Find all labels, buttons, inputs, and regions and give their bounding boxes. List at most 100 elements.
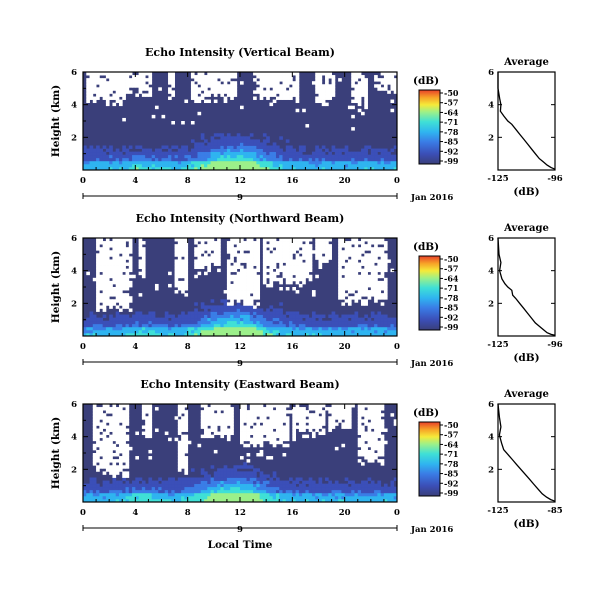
heatmap-cell	[253, 142, 257, 146]
heatmap-cell	[259, 495, 264, 500]
heatmap-cell	[374, 404, 378, 408]
heatmap-cell	[374, 277, 378, 282]
heatmap-cell	[269, 440, 274, 445]
heatmap-cell	[122, 437, 126, 442]
heatmap-cell	[210, 253, 215, 257]
heatmap-cell	[210, 332, 215, 337]
heatmap-cell	[361, 157, 365, 162]
heatmap-cell	[115, 471, 120, 475]
heatmap-cell	[96, 317, 100, 322]
heatmap-cell	[145, 404, 149, 408]
heatmap-cell	[298, 332, 303, 337]
heatmap-cell	[266, 96, 270, 100]
heatmap-cell	[92, 419, 97, 423]
heatmap-cell	[272, 160, 277, 165]
heatmap-cell	[92, 160, 97, 165]
heatmap-cell	[318, 163, 323, 168]
heatmap-cell	[272, 413, 277, 417]
heatmap-cell	[213, 87, 218, 91]
heatmap-cell	[302, 108, 306, 113]
heatmap-cell	[141, 271, 146, 276]
heatmap-cell	[357, 483, 362, 488]
heatmap-cell	[109, 416, 113, 420]
heatmap-cell	[184, 250, 189, 254]
heatmap-cell	[380, 492, 385, 497]
heatmap-cell	[259, 93, 264, 97]
heatmap-cell	[308, 407, 313, 411]
heatmap-cell	[200, 133, 205, 137]
heatmap-cell	[249, 305, 254, 309]
heatmap-cell	[289, 148, 293, 153]
heatmap-cell	[292, 84, 296, 88]
heatmap-cell	[282, 81, 287, 85]
heatmap-cell	[344, 317, 349, 322]
heatmap-cell	[275, 486, 280, 491]
heatmap-cell	[256, 75, 261, 79]
heatmap-cell	[308, 163, 313, 168]
heatmap-cell	[305, 326, 310, 331]
heatmap-cell	[171, 78, 175, 82]
heatmap-cell	[220, 305, 225, 309]
heatmap-cell	[338, 160, 342, 165]
heatmap-cell	[246, 277, 251, 282]
heatmap-cell	[217, 410, 221, 414]
heatmap-cell	[262, 320, 267, 325]
heatmap-cell	[354, 326, 359, 331]
heatmap-cell	[217, 329, 221, 334]
heatmap-cell	[181, 160, 185, 165]
heatmap-cell	[122, 72, 126, 76]
heatmap-cell	[226, 407, 231, 411]
heatmap-cell	[230, 238, 234, 242]
heatmap-cell	[351, 283, 355, 288]
heatmap-cell	[266, 311, 270, 315]
heatmap-cell	[141, 329, 146, 334]
heatmap-cell	[285, 422, 290, 426]
heatmap-cell	[181, 238, 185, 242]
heatmap-cell	[347, 416, 352, 420]
heatmap-cell	[171, 145, 175, 149]
heatmap-cell	[210, 326, 215, 331]
heatmap-cell	[266, 437, 270, 442]
heatmap-cell	[282, 407, 287, 411]
heatmap-cell	[275, 492, 280, 497]
heatmap-cell	[262, 262, 267, 266]
heatmap-cell	[393, 166, 398, 171]
heatmap-cell	[289, 253, 293, 257]
heatmap-cell	[295, 290, 300, 294]
heatmap-cell	[364, 81, 368, 85]
heatmap-cell	[125, 274, 130, 279]
heatmap-cell	[145, 422, 149, 426]
heatmap-cell	[99, 299, 104, 303]
heatmap-cell	[246, 151, 251, 156]
heatmap-cell	[230, 250, 234, 254]
heatmap-cell	[361, 154, 365, 159]
heatmap-cell	[204, 407, 208, 411]
heatmap-cell	[298, 241, 303, 245]
heatmap-cell	[344, 166, 349, 171]
heatmap-cell	[295, 160, 300, 165]
heatmap-cell	[285, 419, 290, 423]
heatmap-cell	[210, 465, 215, 469]
heatmap-cell	[266, 78, 270, 82]
heatmap-cell	[207, 329, 211, 334]
heatmap-cell	[364, 293, 368, 297]
heatmap-cell	[292, 87, 296, 91]
heatmap-cell	[338, 262, 342, 266]
heatmap-cell	[393, 489, 398, 494]
heatmap-cell	[141, 259, 146, 263]
heatmap-cell	[164, 495, 169, 500]
heatmap-cell	[122, 117, 126, 122]
heatmap-cell	[226, 78, 231, 82]
heatmap-cell	[302, 410, 306, 414]
heatmap-cell	[190, 96, 195, 100]
heatmap-cell	[194, 265, 198, 270]
heatmap-cell	[233, 241, 238, 245]
heatmap-cell	[138, 244, 143, 248]
heatmap-cell	[161, 492, 166, 497]
heatmap-cell	[285, 483, 290, 488]
heatmap-cell	[109, 96, 113, 100]
heatmap-cell	[275, 87, 280, 91]
heatmap-cell	[305, 268, 310, 273]
heatmap-cell	[249, 262, 254, 266]
heatmap-cell	[390, 81, 395, 85]
